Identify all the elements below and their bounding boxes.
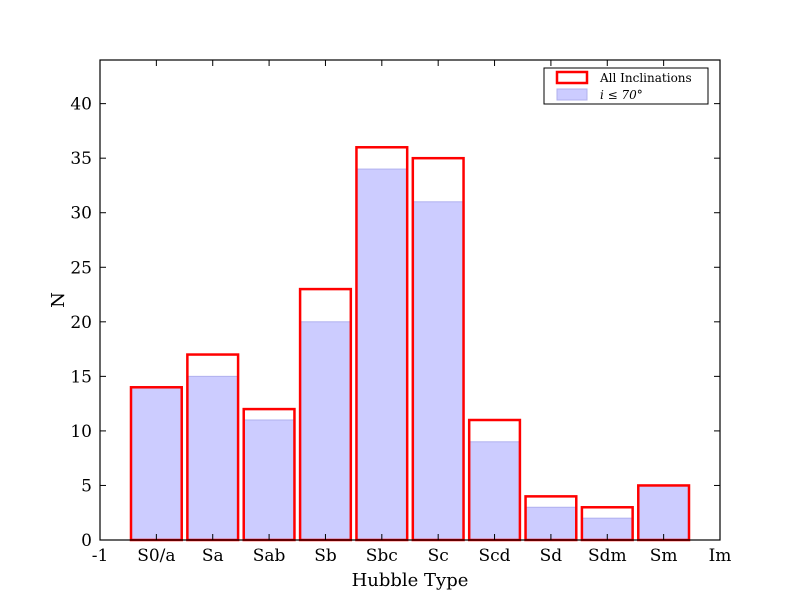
x-tick-label: Scd [479,546,511,566]
y-tick-label: 25 [70,258,92,278]
x-tick-label: Sc [428,546,449,566]
x-tick-label: Sab [253,546,286,566]
y-tick-label: 10 [70,422,92,442]
legend-swatch-outline [555,70,589,85]
y-tick-label: 20 [70,313,92,333]
legend: All Inclinations i ≤ 70° [543,67,709,105]
y-tick-label: 30 [70,204,92,224]
legend-label-outline: All Inclinations [599,71,692,85]
x-tick-label: Sa [202,546,224,566]
x-tick-label: Im [709,546,732,566]
x-tick-label: Sb [314,546,337,566]
x-tick-label: Sd [540,546,563,566]
bar-filled-sa [186,375,239,541]
bar-filled-scd [468,441,521,541]
legend-label-filled: i ≤ 70° [600,88,643,102]
y-axis-title: N [48,292,69,308]
x-tick-label: Sm [650,546,678,566]
y-tick-label: 40 [70,95,92,115]
x-tick-label: Sbc [366,546,398,566]
plot-frame [99,59,721,541]
legend-swatch-filled [556,88,588,101]
x-tick-label: S0/a [137,546,175,566]
x-tick-label: -1 [92,546,109,566]
x-axis-title: Hubble Type [352,570,469,591]
x-tick-label: Sdm [588,546,627,566]
y-tick-label: 0 [81,531,92,551]
bar-filled-sb [299,321,352,541]
bar-filled-sab [243,419,295,541]
bar-filled-sc [412,201,465,541]
bar-filled-sbc [355,168,408,541]
y-tick-label: 15 [70,367,92,387]
y-tick-label: 35 [70,149,92,169]
bar-filled-s0-a [130,386,183,541]
filled-series [130,168,690,541]
x-tick-labels: -1 S0/a Sa Sab Sb Sbc Sc Scd Sd Sdm Sm Im [92,546,732,566]
bar-filled-sm [637,484,690,541]
y-tick-label: 5 [81,476,92,496]
y-tick-labels: 0 5 10 15 20 25 30 35 40 [70,95,92,551]
